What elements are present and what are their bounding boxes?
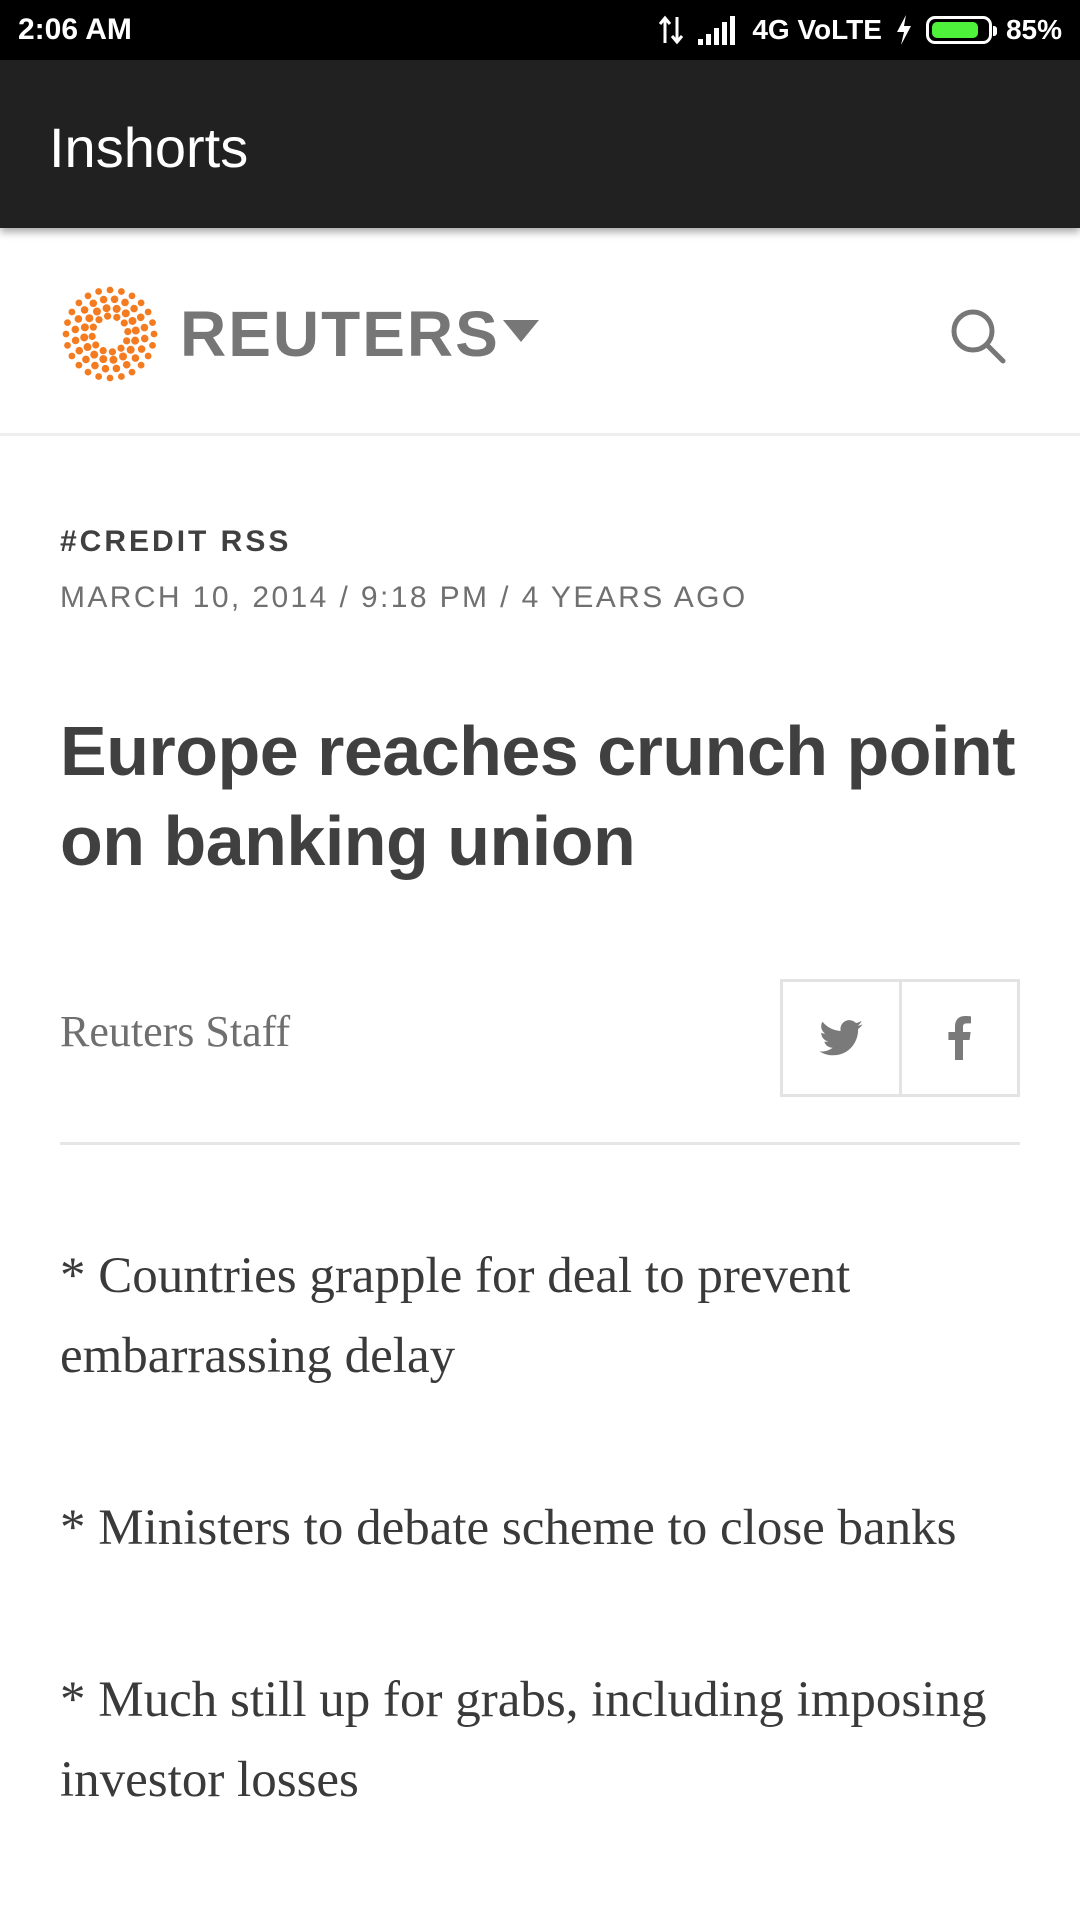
status-time: 2:06 AM — [18, 13, 132, 46]
reuters-logo-icon[interactable] — [60, 284, 160, 384]
article-paragraph: * Much still up for grabs, including imp… — [60, 1672, 987, 1808]
article-category[interactable]: #CREDIT RSS — [60, 525, 292, 558]
article-dateline: MARCH 10, 2014 / 9:18 PM / 4 YEARS AGO — [60, 581, 748, 614]
signal-icon — [698, 15, 738, 45]
divider — [60, 1142, 1020, 1145]
dropdown-icon[interactable] — [503, 320, 539, 342]
status-indicators: 4G VoLTE 85% — [658, 10, 1062, 50]
twitter-icon — [819, 1020, 863, 1056]
twitter-share-button[interactable] — [783, 982, 899, 1094]
data-transfer-icon — [658, 13, 684, 47]
facebook-share-button[interactable] — [898, 982, 1018, 1094]
article-paragraph: * Ministers to debate scheme to close ba… — [60, 1500, 957, 1556]
app-bar: Inshorts — [0, 60, 1080, 228]
facebook-icon — [948, 1016, 972, 1060]
reuters-logo-text[interactable]: REUTERS — [180, 298, 500, 370]
article-headline: Europe reaches crunch point on banking u… — [60, 712, 1016, 880]
search-icon[interactable] — [948, 306, 1008, 366]
network-type: 4G VoLTE — [752, 14, 882, 45]
article-byline: Reuters Staff — [60, 1007, 291, 1056]
battery-level-fill — [931, 22, 978, 38]
site-header: REUTERS — [0, 228, 1080, 436]
battery-icon — [925, 16, 997, 44]
status-bar: 2:06 AM 4G VoLTE 85% — [0, 0, 1080, 60]
article-body: * Countries grapple for deal to prevent … — [60, 1236, 1020, 1912]
app-title: Inshorts — [49, 116, 249, 179]
article-paragraph: * Countries grapple for deal to prevent … — [60, 1248, 851, 1384]
battery-percent: 85% — [1005, 14, 1062, 45]
share-buttons — [780, 979, 1020, 1097]
charging-icon — [896, 15, 912, 45]
